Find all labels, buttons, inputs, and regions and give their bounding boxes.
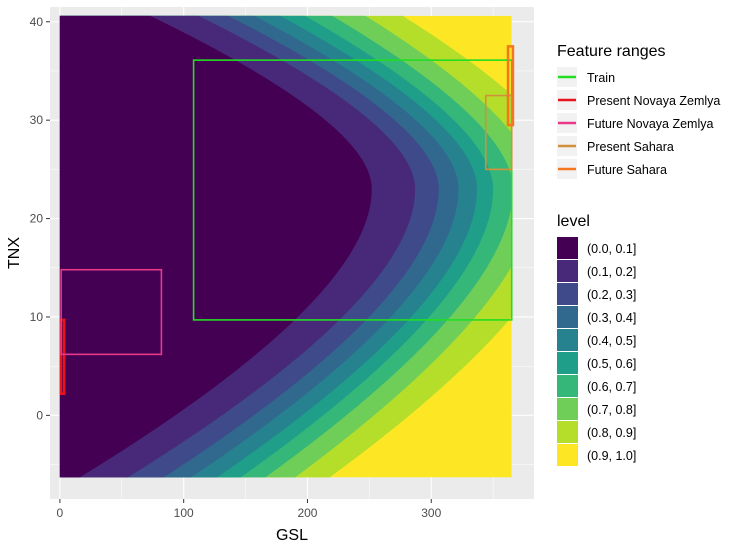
feature-range-box	[59, 318, 66, 395]
y-tick-label: 40	[30, 15, 44, 29]
legend-label: (0.4, 0.5]	[587, 334, 636, 348]
y-axis-title: TNX	[6, 237, 23, 269]
legend-label: Future Sahara	[587, 163, 667, 177]
feature-range-box	[192, 59, 513, 321]
legend-label: Present Sahara	[587, 140, 674, 154]
legend-label: (0.1, 0.2]	[587, 265, 636, 279]
y-tick-label: 0	[36, 408, 43, 422]
level-legend: (0.0, 0.1] (0.1, 0.2] (0.2, 0.3] (0.3, 0.4]…	[557, 237, 636, 466]
legend-swatch	[557, 352, 578, 374]
legend-label: (0.0, 0.1]	[587, 242, 636, 256]
x-tick-label: 200	[297, 506, 317, 520]
y-tick-label: 10	[30, 310, 44, 324]
feature-ranges-legend-title: Feature ranges	[557, 43, 666, 60]
x-tick-label: 0	[57, 506, 64, 520]
level-band	[59, 15, 372, 478]
legend-swatch	[557, 421, 578, 443]
feature-ranges-legend: Train Present Novaya Zemlya Future Novaya …	[557, 67, 720, 179]
legend-label: (0.9, 1.0]	[587, 449, 636, 463]
legend-label: (0.7, 0.8]	[587, 403, 636, 417]
surface-bands	[59, 15, 512, 478]
legend-label: (0.2, 0.3]	[587, 288, 636, 302]
level-surface	[59, 15, 512, 478]
legend-swatch	[557, 260, 578, 282]
legend-label: (0.3, 0.4]	[587, 311, 636, 325]
level-legend-title: level	[557, 213, 590, 230]
legend-label: (0.6, 0.7]	[587, 380, 636, 394]
legend-swatch	[557, 237, 578, 259]
feature-range-box	[484, 94, 513, 171]
legend-label: (0.8, 0.9]	[587, 426, 636, 440]
legend-swatch	[557, 306, 578, 328]
legend-swatch	[557, 283, 578, 305]
legend-label: Present Novaya Zemlya	[587, 94, 720, 108]
x-tick-label: 300	[421, 506, 441, 520]
x-axis-ticks: 0 100 200 300	[57, 499, 442, 520]
legend-swatch	[557, 444, 578, 466]
legend-swatch	[557, 329, 578, 351]
x-tick-label: 100	[174, 506, 194, 520]
y-axis-ticks: 0 10 20 30 40	[30, 15, 50, 422]
legend-label: (0.5, 0.6]	[587, 357, 636, 371]
y-tick-label: 30	[30, 113, 44, 127]
feature-range-boxes	[59, 45, 515, 395]
feature-range-box	[60, 268, 163, 356]
legend-swatch	[557, 375, 578, 397]
feature-range-box	[506, 45, 515, 127]
legend-label: Train	[587, 71, 615, 85]
legend-swatch	[557, 398, 578, 420]
y-tick-label: 20	[30, 212, 44, 226]
legend-label: Future Novaya Zemlya	[587, 117, 713, 131]
x-axis-title: GSL	[276, 527, 308, 544]
